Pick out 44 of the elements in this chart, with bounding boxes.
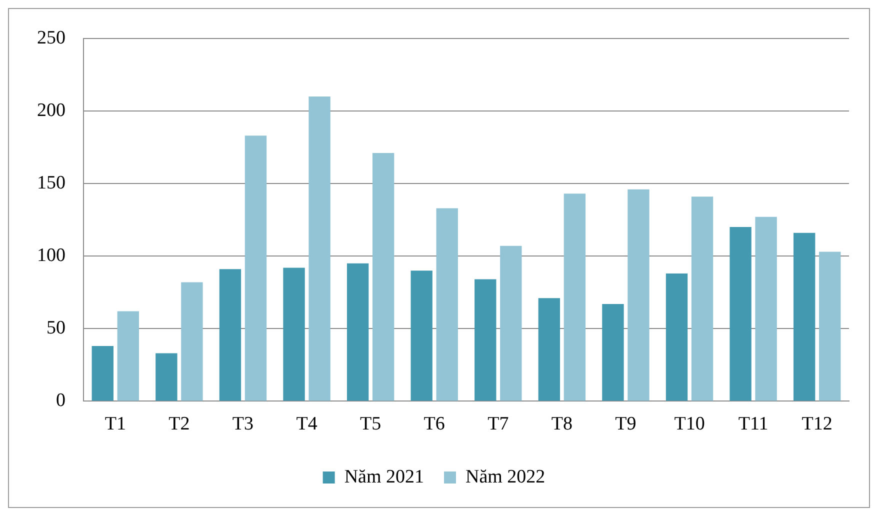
x-tick-label: T5 (360, 414, 382, 435)
bar (500, 246, 522, 401)
bar (244, 136, 267, 401)
bar (156, 353, 178, 401)
y-tick-label: 250 (37, 27, 66, 48)
x-tick-label: T2 (168, 414, 190, 435)
bar (564, 194, 586, 401)
bar (308, 96, 330, 401)
x-tick-label: T12 (802, 414, 832, 435)
x-tick-label: T3 (232, 414, 254, 435)
y-tick-label: 200 (37, 100, 66, 121)
x-tick-label: T8 (551, 414, 572, 435)
bar (538, 298, 560, 401)
x-tick-label: T6 (424, 414, 445, 435)
bar (691, 196, 714, 401)
bar (117, 311, 139, 401)
bar (755, 216, 777, 401)
bar (602, 304, 624, 401)
bar (794, 232, 816, 401)
bar (346, 263, 369, 401)
bar (410, 270, 432, 401)
y-tick-label: 150 (37, 172, 66, 194)
bar (219, 269, 242, 401)
y-tick-label: 100 (37, 245, 66, 266)
bar (92, 346, 114, 401)
bar (372, 153, 394, 401)
y-tick-label: 0 (56, 390, 66, 412)
bar (436, 208, 458, 401)
bar (730, 227, 752, 401)
bar (628, 189, 650, 401)
x-tick-label: T7 (488, 414, 509, 435)
legend-label: Năm 2021 (344, 466, 424, 488)
bar (819, 252, 841, 401)
x-tick-label: T4 (296, 414, 318, 435)
x-tick-label: T11 (738, 414, 768, 435)
y-tick-label: 50 (46, 318, 66, 339)
x-tick-label: T1 (104, 414, 126, 435)
bar (474, 279, 496, 401)
x-tick-label: T9 (615, 414, 636, 435)
bar (181, 282, 203, 401)
bar (283, 268, 305, 401)
bar (666, 273, 688, 401)
x-tick-label: T10 (674, 414, 705, 435)
legend-label: Năm 2022 (466, 466, 546, 488)
